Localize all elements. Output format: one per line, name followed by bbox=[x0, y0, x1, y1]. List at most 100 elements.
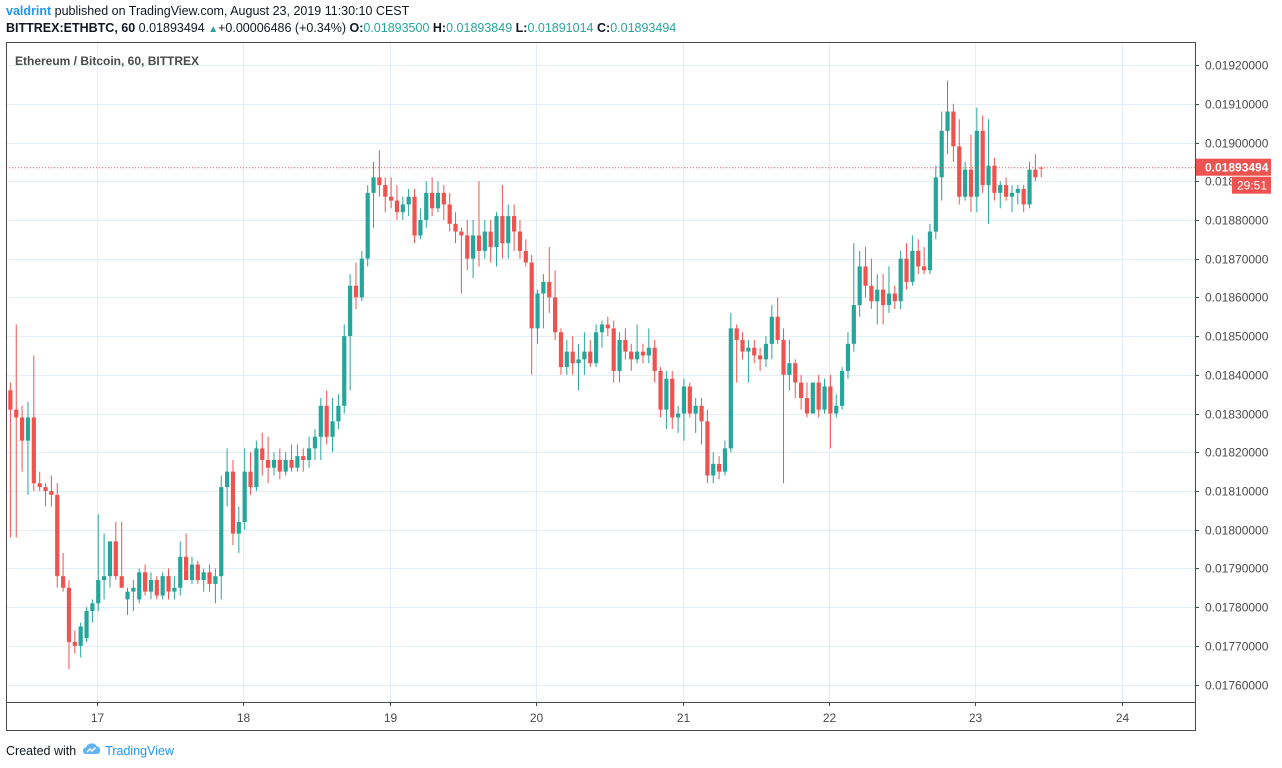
price-change-value: +0.00006486 (+0.34%) bbox=[218, 21, 346, 35]
candle-body bbox=[406, 196, 411, 205]
countdown-label: 29:51 bbox=[1237, 179, 1267, 193]
author-link[interactable]: valdrint bbox=[6, 4, 52, 18]
candle-down bbox=[31, 355, 36, 491]
candle-up bbox=[25, 401, 31, 495]
candle-up bbox=[939, 111, 944, 201]
candle-down bbox=[611, 320, 616, 383]
candle-body bbox=[201, 572, 206, 581]
price-axis[interactable]: 0.019200000.019100000.019000000.01890000… bbox=[1195, 59, 1269, 693]
candle-down bbox=[523, 239, 528, 267]
candle-up bbox=[711, 452, 716, 484]
candle-body bbox=[693, 405, 698, 414]
candle-body bbox=[113, 541, 118, 577]
candle-body bbox=[394, 200, 400, 213]
candle-body bbox=[927, 231, 933, 271]
candle-down bbox=[570, 336, 575, 375]
candle-body bbox=[441, 192, 446, 205]
candle-down bbox=[184, 533, 189, 581]
candle-body bbox=[383, 185, 388, 197]
candle-body bbox=[342, 336, 347, 406]
candle-body bbox=[336, 405, 341, 422]
candle-body bbox=[676, 413, 681, 418]
price-tick-label: 0.01900000 bbox=[1205, 137, 1269, 151]
tradingview-brand-link[interactable]: TradingView bbox=[105, 743, 174, 758]
candle-down bbox=[629, 343, 634, 371]
candle-body bbox=[283, 460, 288, 472]
candle-up bbox=[535, 289, 540, 344]
price-tick-label: 0.01920000 bbox=[1205, 59, 1269, 73]
candle-up bbox=[840, 367, 845, 410]
candle-down bbox=[658, 367, 663, 418]
candle-body bbox=[980, 130, 985, 186]
candle-body bbox=[371, 177, 376, 193]
candle-down bbox=[324, 390, 329, 445]
candle-body bbox=[799, 382, 804, 399]
time-tick-label: 24 bbox=[1116, 711, 1130, 725]
candle-body bbox=[148, 580, 154, 592]
time-axis[interactable]: 17 18 19 20 21 22 23 24 bbox=[91, 702, 1130, 725]
candle-body bbox=[834, 405, 839, 414]
candle-down bbox=[476, 181, 482, 267]
candle-down bbox=[260, 432, 265, 476]
candle-body bbox=[418, 219, 423, 236]
time-tick-label: 19 bbox=[384, 711, 398, 725]
candle-up bbox=[963, 161, 968, 201]
candle-up bbox=[564, 339, 569, 375]
candle-down bbox=[465, 219, 470, 271]
candle-up bbox=[945, 80, 950, 155]
candle-down bbox=[488, 219, 493, 263]
candle-down bbox=[412, 188, 417, 244]
candle-body bbox=[968, 169, 974, 197]
candle-up bbox=[148, 572, 154, 600]
price-tick-label: 0.01880000 bbox=[1205, 214, 1269, 228]
candle-body bbox=[658, 370, 663, 410]
candle-body bbox=[37, 483, 42, 488]
candle-down bbox=[717, 456, 722, 480]
candle-down bbox=[14, 324, 19, 538]
candle-down bbox=[547, 247, 552, 313]
candle-body bbox=[529, 262, 534, 329]
candle-body bbox=[1009, 192, 1015, 197]
candle-body bbox=[435, 192, 441, 209]
candle-body bbox=[957, 146, 962, 197]
candle-body bbox=[330, 421, 335, 437]
candle-down bbox=[816, 374, 821, 418]
candle-down bbox=[289, 444, 294, 472]
candle-down bbox=[670, 370, 675, 430]
candle-up bbox=[728, 312, 733, 453]
candle-up bbox=[283, 452, 288, 476]
candle-body bbox=[1033, 169, 1038, 178]
candle-down bbox=[389, 177, 394, 209]
candle-down bbox=[916, 239, 921, 275]
candle-body bbox=[670, 378, 675, 418]
candle-body bbox=[517, 231, 523, 251]
candle-body bbox=[886, 293, 892, 306]
candle-up bbox=[857, 250, 862, 317]
candle-down bbox=[447, 192, 452, 232]
candle-body bbox=[564, 351, 569, 368]
candle-down bbox=[799, 374, 804, 410]
candle-body bbox=[242, 471, 247, 522]
price-tick-label: 0.01800000 bbox=[1205, 524, 1269, 538]
candle-body bbox=[881, 289, 886, 306]
candle-up bbox=[236, 506, 241, 553]
candle-body bbox=[845, 343, 851, 371]
candle-up bbox=[875, 274, 880, 325]
candle-body bbox=[892, 293, 897, 302]
price-tick-label: 0.01820000 bbox=[1205, 446, 1269, 460]
candle-up bbox=[594, 324, 599, 368]
candle-down bbox=[301, 448, 306, 472]
candle-down bbox=[143, 564, 148, 596]
candle-down bbox=[992, 157, 997, 201]
candle-body bbox=[787, 363, 792, 375]
candle-body bbox=[1027, 169, 1032, 205]
price-tick-label: 0.01770000 bbox=[1205, 640, 1269, 654]
candle-up bbox=[933, 165, 938, 240]
price-tick-label: 0.01840000 bbox=[1205, 369, 1269, 383]
candle-down bbox=[752, 339, 757, 364]
candle-down bbox=[8, 382, 13, 538]
close-label: C: bbox=[596, 21, 611, 35]
candle-body bbox=[910, 250, 915, 282]
candle-body bbox=[353, 285, 359, 298]
